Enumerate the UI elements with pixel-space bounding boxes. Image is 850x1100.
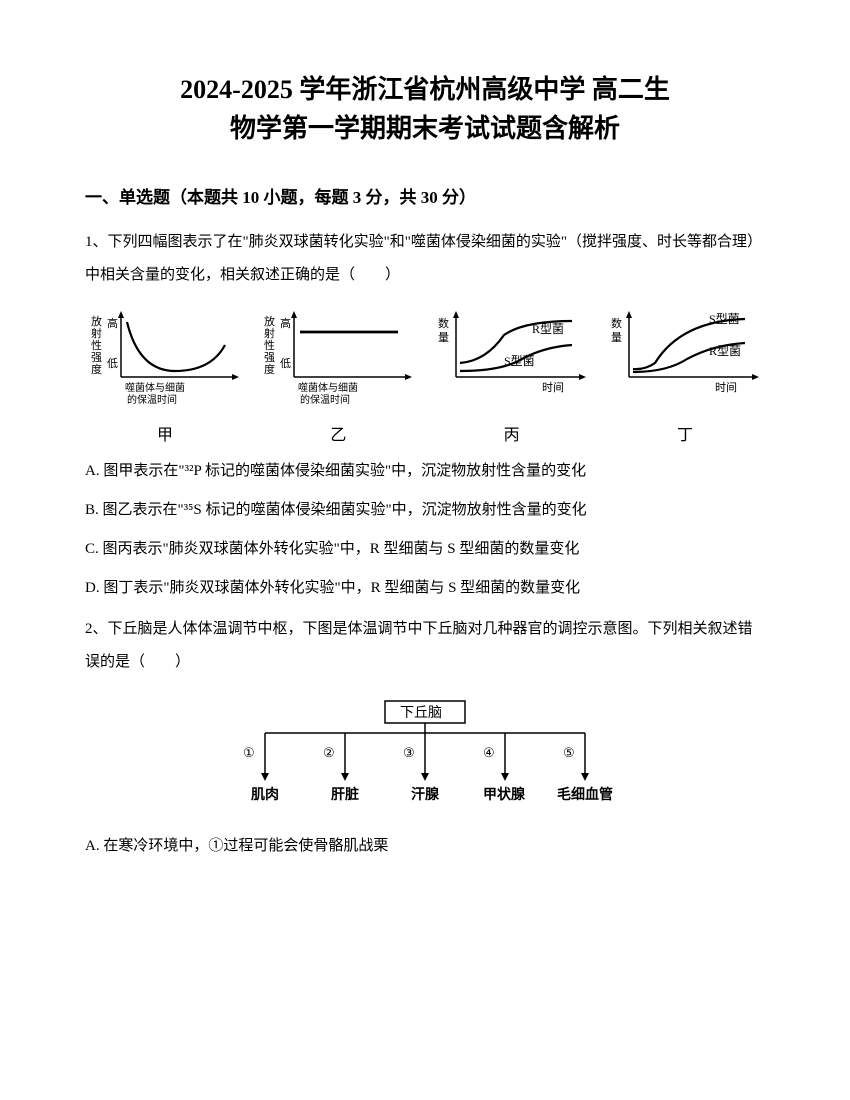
chart-jia: 放 射 性 强 度 高 低 噬菌体与细菌 的保温时间 甲 <box>85 307 245 445</box>
q1-charts-row: 放 射 性 强 度 高 低 噬菌体与细菌 的保温时间 甲 放 射 性 强 度 高… <box>85 307 765 445</box>
title-line-2: 物学第一学期期末考试试题含解析 <box>85 109 765 148</box>
svg-text:S型菌: S型菌 <box>504 354 535 368</box>
svg-text:①: ① <box>243 745 255 760</box>
svg-text:量: 量 <box>438 331 449 344</box>
chart-bing-label: 丙 <box>432 421 592 445</box>
svg-text:③: ③ <box>403 745 415 760</box>
svg-text:S型菌: S型菌 <box>709 312 740 326</box>
svg-text:低: 低 <box>280 357 291 370</box>
hypothalamus-label: 下丘脑 <box>400 705 442 721</box>
svg-text:高: 高 <box>107 316 118 330</box>
section-1-header: 一、单选题（本题共 10 小题，每题 3 分，共 30 分） <box>85 183 765 208</box>
svg-text:的保温时间: 的保温时间 <box>300 393 350 406</box>
svg-text:噬菌体与细菌: 噬菌体与细菌 <box>298 381 358 394</box>
arrow-5: ⑤ <box>563 733 589 781</box>
svg-text:放: 放 <box>91 314 102 328</box>
svg-text:数: 数 <box>611 317 622 330</box>
chart-jia-label: 甲 <box>85 421 245 445</box>
svg-text:时间: 时间 <box>542 381 564 394</box>
q2-diagram: 下丘脑 ① ② ③ ④ ⑤ 肌肉 <box>85 697 765 812</box>
svg-text:高: 高 <box>280 316 291 330</box>
svg-text:毛细血管: 毛细血管 <box>557 786 613 803</box>
svg-text:性: 性 <box>264 338 275 352</box>
svg-text:R型菌: R型菌 <box>709 344 741 358</box>
svg-text:数: 数 <box>438 317 449 330</box>
chart-ding-label: 丁 <box>605 421 765 445</box>
svg-text:低: 低 <box>107 357 118 370</box>
svg-text:射: 射 <box>91 326 102 340</box>
svg-text:⑤: ⑤ <box>563 745 575 760</box>
arrow-2: ② <box>323 733 349 781</box>
exam-title: 2024-2025 学年浙江省杭州高级中学 高二生 物学第一学期期末考试试题含解… <box>85 70 765 148</box>
svg-text:强: 强 <box>91 352 102 364</box>
q1-option-a: A. 图甲表示在"³²P 标记的噬菌体侵染细菌实验"中，沉淀物放射性含量的变化 <box>85 455 765 488</box>
svg-text:汗腺: 汗腺 <box>411 786 440 803</box>
q1-option-c: C. 图丙表示"肺炎双球菌体外转化实验"中，R 型细菌与 S 型细菌的数量变化 <box>85 533 765 566</box>
q2-stem: 2、下丘脑是人体体温调节中枢，下图是体温调节中下丘脑对几种器官的调控示意图。下列… <box>85 613 765 679</box>
arrow-4: ④ <box>483 733 509 781</box>
svg-text:度: 度 <box>91 362 102 376</box>
arrow-1: ① <box>243 733 269 781</box>
svg-text:肝脏: 肝脏 <box>331 786 359 803</box>
svg-text:④: ④ <box>483 745 495 760</box>
chart-bing: 数 量 R型菌 S型菌 时间 丙 <box>432 307 592 445</box>
title-line-1: 2024-2025 学年浙江省杭州高级中学 高二生 <box>85 70 765 109</box>
arrow-3: ③ <box>403 733 429 781</box>
svg-text:②: ② <box>323 745 335 760</box>
q1-stem: 1、下列四幅图表示了在"肺炎双球菌转化实验"和"噬菌体侵染细菌的实验"（搅拌强度… <box>85 226 765 292</box>
svg-text:时间: 时间 <box>715 381 737 394</box>
svg-text:甲状腺: 甲状腺 <box>483 786 526 803</box>
q2-option-a: A. 在寒冷环境中，①过程可能会使骨骼肌战栗 <box>85 830 765 863</box>
svg-text:量: 量 <box>611 331 622 344</box>
svg-text:射: 射 <box>264 326 275 340</box>
svg-text:性: 性 <box>91 338 102 352</box>
chart-yi-label: 乙 <box>258 421 418 445</box>
svg-text:噬菌体与细菌: 噬菌体与细菌 <box>125 381 185 394</box>
svg-text:肌肉: 肌肉 <box>251 786 279 803</box>
svg-text:强: 强 <box>264 352 275 364</box>
chart-ding: 数 量 S型菌 R型菌 时间 丁 <box>605 307 765 445</box>
svg-text:放: 放 <box>264 314 275 328</box>
svg-text:R型菌: R型菌 <box>532 322 564 336</box>
chart-yi: 放 射 性 强 度 高 低 噬菌体与细菌 的保温时间 乙 <box>258 307 418 445</box>
svg-text:的保温时间: 的保温时间 <box>127 393 177 406</box>
q1-option-b: B. 图乙表示在"³⁵S 标记的噬菌体侵染细菌实验"中，沉淀物放射性含量的变化 <box>85 494 765 527</box>
q1-option-d: D. 图丁表示"肺炎双球菌体外转化实验"中，R 型细菌与 S 型细菌的数量变化 <box>85 572 765 605</box>
svg-text:度: 度 <box>264 362 275 376</box>
